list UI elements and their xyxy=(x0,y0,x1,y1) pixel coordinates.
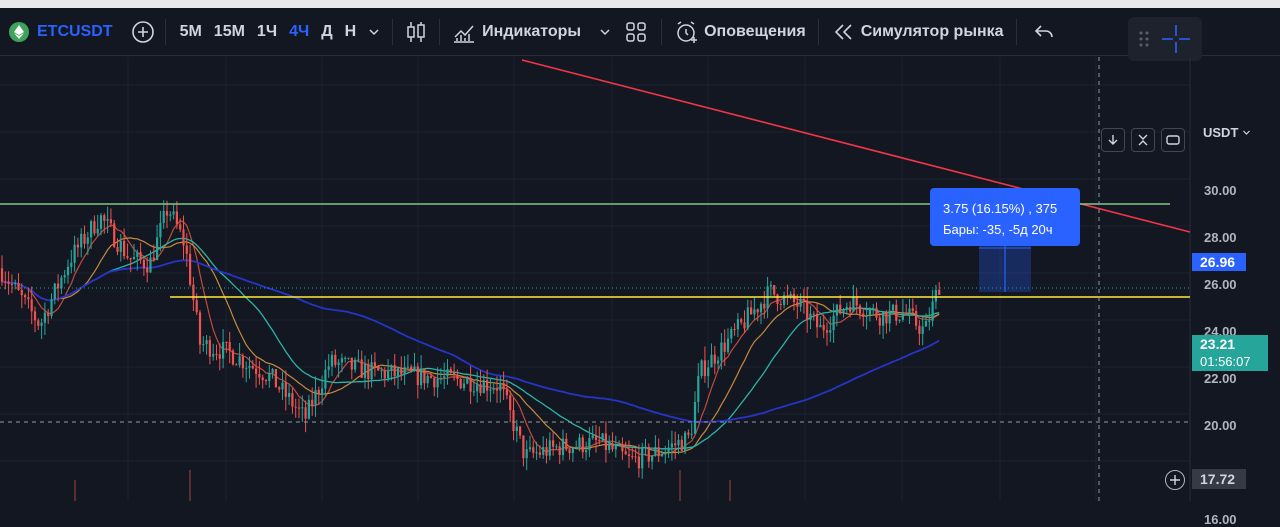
indicators-icon xyxy=(454,25,475,43)
separator xyxy=(439,18,441,45)
timeframe-1h[interactable]: 1Ч xyxy=(256,22,278,40)
current-price-tag: 23.21 01:56:07 xyxy=(1192,335,1268,371)
arrow-down-icon xyxy=(1108,135,1118,145)
timeframe-1d[interactable]: Д xyxy=(321,22,333,40)
timeframe-5m[interactable]: 5М xyxy=(179,22,202,40)
crosshair-price-tag: 17.72 xyxy=(1192,469,1246,489)
symbol-name: ETCUSDT xyxy=(37,22,113,40)
timeframe-15m[interactable]: 15М xyxy=(213,22,245,40)
market-replay-button[interactable]: Симулятор рынка xyxy=(833,15,1004,49)
etc-coin-icon xyxy=(9,21,29,42)
chart-type-button[interactable] xyxy=(405,15,427,49)
templates-button[interactable] xyxy=(625,15,647,49)
plus-icon xyxy=(1170,475,1180,485)
drawings xyxy=(0,57,1191,501)
timeframe-1w[interactable]: Н xyxy=(344,22,357,40)
timeframe-4h[interactable]: 4Ч xyxy=(289,22,310,40)
plus-circle-icon xyxy=(131,20,154,43)
candlesticks xyxy=(0,200,941,479)
target-price-tag: 26.96 xyxy=(1192,253,1246,271)
candles-icon xyxy=(407,21,425,42)
bar-countdown: 01:56:07 xyxy=(1200,354,1251,369)
current-price-value: 23.21 xyxy=(1200,336,1236,352)
timeframe-dropdown[interactable] xyxy=(368,15,380,49)
window-top-strip xyxy=(0,0,1280,8)
undo-button[interactable] xyxy=(1033,15,1055,49)
currency-label: USDT xyxy=(1203,125,1239,140)
undo-icon xyxy=(1034,24,1053,37)
indicators-button[interactable]: Индикаторы xyxy=(452,15,581,49)
drag-handle-icon[interactable] xyxy=(1139,30,1149,48)
top-toolbar: ETCUSDT 5М 15М 1Ч 4Ч Д Н Индикаторы Опов… xyxy=(0,8,1280,56)
price-label-20: 20.00 xyxy=(1204,418,1237,433)
alerts-button[interactable]: Оповещения xyxy=(674,15,806,49)
chevron-down-icon xyxy=(1243,130,1250,135)
collapse-icon xyxy=(1138,134,1148,146)
collapse-button[interactable] xyxy=(1131,128,1155,152)
symbol-selector[interactable]: ETCUSDT xyxy=(0,15,113,49)
price-label-26: 26.00 xyxy=(1204,277,1237,292)
moving-averages xyxy=(1,220,940,457)
alerts-label: Оповещения xyxy=(704,22,806,40)
measure-tooltip: 3.75 (16.15%) , 375 Бары: -35, -5д 20ч xyxy=(930,188,1080,246)
chart-area[interactable]: USDT 30.00 28.00 26.00 24.00 22.00 20.00… xyxy=(0,57,1280,527)
separator xyxy=(392,18,394,45)
indicators-dropdown[interactable] xyxy=(599,15,611,49)
chevron-down-icon xyxy=(600,28,610,35)
currency-selector[interactable]: USDT xyxy=(1203,125,1251,140)
floating-drawing-widget[interactable] xyxy=(1128,17,1202,61)
rewind-icon xyxy=(834,23,852,40)
price-label-28: 28.00 xyxy=(1204,230,1237,245)
price-label-30: 30.00 xyxy=(1204,183,1237,198)
separator xyxy=(1015,18,1017,45)
add-alert-button[interactable] xyxy=(1165,470,1185,490)
alarm-clock-icon xyxy=(677,20,698,43)
separator xyxy=(817,18,819,45)
price-label-16: 16.00 xyxy=(1204,512,1237,527)
measure-change: 3.75 (16.15%) , 375 xyxy=(943,201,1058,216)
indicators-label: Индикаторы xyxy=(482,22,582,40)
separator xyxy=(661,18,663,45)
measure-bars: Бары: -35, -5д 20ч xyxy=(943,222,1053,237)
grid-icon xyxy=(626,21,646,42)
chevron-down-icon xyxy=(369,28,379,35)
price-chart[interactable] xyxy=(0,57,1280,501)
crosshair-icon[interactable] xyxy=(1161,24,1191,54)
reset-chart-button[interactable] xyxy=(1161,128,1185,152)
scroll-down-button[interactable] xyxy=(1101,128,1125,152)
market-replay-label: Симулятор рынка xyxy=(860,22,1004,40)
separator xyxy=(164,18,166,45)
price-label-22: 22.00 xyxy=(1204,371,1237,386)
compare-button[interactable] xyxy=(131,15,155,49)
reset-icon xyxy=(1166,135,1180,145)
